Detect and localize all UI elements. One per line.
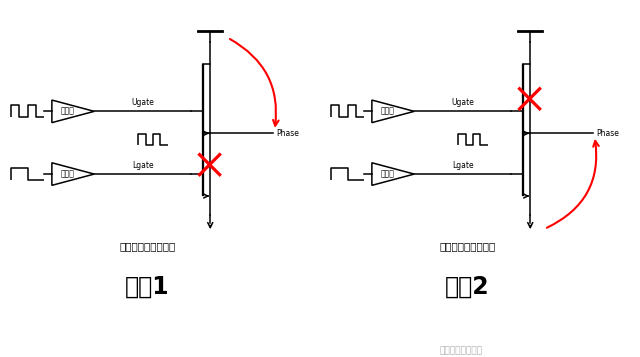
Text: 上管打开，下管关闭: 上管打开，下管关闭 <box>120 241 175 251</box>
FancyArrowPatch shape <box>230 39 278 126</box>
Text: Phase: Phase <box>276 129 299 138</box>
Text: 硬件十万个为什么: 硬件十万个为什么 <box>439 346 483 355</box>
Text: 驱动器: 驱动器 <box>381 107 395 116</box>
FancyArrowPatch shape <box>547 141 599 228</box>
Text: Ugate: Ugate <box>131 98 154 107</box>
Text: Lgate: Lgate <box>132 161 154 170</box>
Text: 状态1: 状态1 <box>125 275 170 299</box>
Text: Phase: Phase <box>596 129 619 138</box>
Text: Lgate: Lgate <box>452 161 474 170</box>
Text: 驱动器: 驱动器 <box>381 170 395 178</box>
Text: 驱动器: 驱动器 <box>61 107 75 116</box>
Text: Ugate: Ugate <box>451 98 474 107</box>
Text: 状态2: 状态2 <box>445 275 490 299</box>
Text: 驱动器: 驱动器 <box>61 170 75 178</box>
Text: 上管关闭，下管打开: 上管关闭，下管打开 <box>440 241 495 251</box>
